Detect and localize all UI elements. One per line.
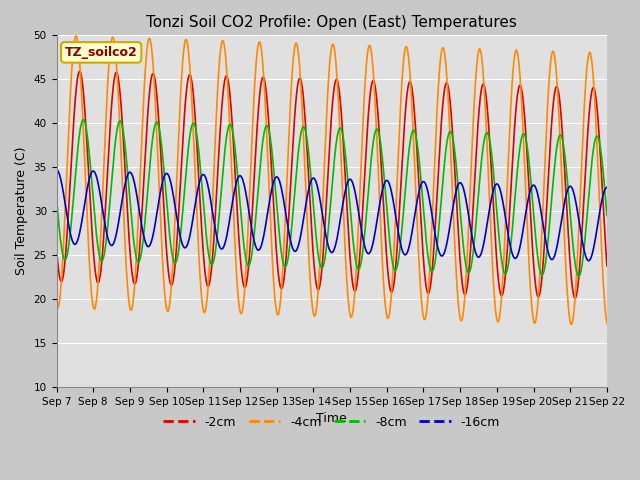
-4cm [538,228,546,234]
Legend: -2cm, -4cm, -8cm, -16cm: -2cm, -4cm, -8cm, -16cm [159,410,505,433]
-8cm [162,191,170,196]
-8cm [79,117,87,122]
-16cm [538,212,545,217]
-8cm [603,213,611,218]
-4cm [162,302,170,308]
-4cm [417,298,425,303]
-2cm [237,262,244,268]
-8cm [175,243,183,249]
-2cm [52,245,60,251]
-2cm [175,199,183,205]
-8cm [575,273,582,279]
Title: Tonzi Soil CO2 Profile: Open (East) Temperatures: Tonzi Soil CO2 Profile: Open (East) Temp… [147,15,517,30]
-16cm [52,167,60,173]
-2cm [572,295,579,301]
-2cm [162,240,170,245]
-8cm [237,212,244,217]
-4cm [175,118,183,123]
Text: TZ_soilco2: TZ_soilco2 [65,46,138,59]
-4cm [568,322,575,327]
-8cm [538,272,546,278]
-4cm [72,33,80,39]
-4cm [490,278,497,284]
-4cm [603,320,611,326]
-8cm [417,182,425,188]
Line: -8cm: -8cm [56,120,607,276]
-4cm [237,311,244,317]
-2cm [538,275,546,280]
X-axis label: Time: Time [316,412,347,425]
-16cm [175,227,183,232]
Line: -4cm: -4cm [56,36,607,324]
-16cm [162,171,170,177]
-2cm [417,226,425,232]
-8cm [490,168,497,174]
-2cm [76,68,83,74]
Y-axis label: Soil Temperature (C): Soil Temperature (C) [15,147,28,276]
-16cm [237,173,244,179]
-16cm [417,182,425,188]
-2cm [490,203,497,209]
-2cm [603,263,611,269]
-16cm [603,184,611,190]
Line: -2cm: -2cm [56,71,607,298]
-4cm [52,302,60,308]
Line: -16cm: -16cm [56,170,607,261]
-8cm [52,195,60,201]
-16cm [585,258,593,264]
-16cm [489,189,497,194]
